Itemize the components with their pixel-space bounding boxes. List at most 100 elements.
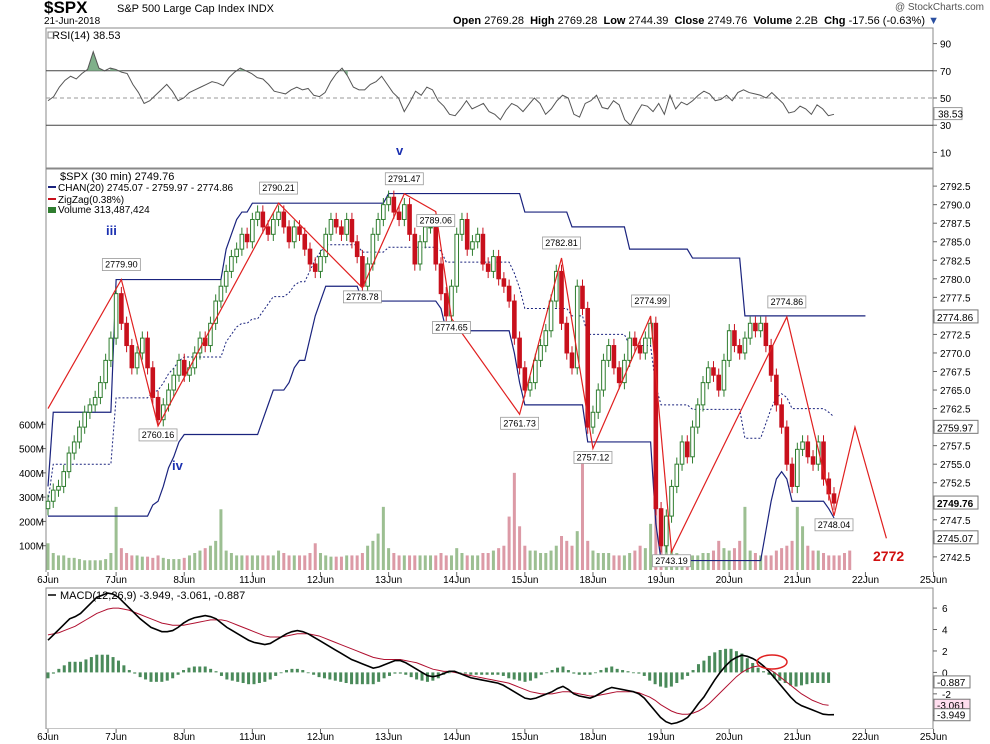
candle bbox=[255, 205, 260, 227]
volume-bar bbox=[649, 523, 653, 570]
candle-body bbox=[726, 330, 732, 361]
volume-bar bbox=[732, 548, 736, 570]
candle-body bbox=[569, 352, 575, 369]
candle bbox=[234, 242, 239, 264]
volume-bar bbox=[717, 540, 721, 570]
price-tag: 2749.76 bbox=[933, 495, 979, 510]
volume-bar bbox=[51, 553, 55, 570]
macd-histogram-bar bbox=[810, 672, 814, 684]
pivot-label: 2779.90 bbox=[101, 258, 141, 271]
high-label: High bbox=[530, 15, 555, 27]
macd-value-tag-text: -3.061 bbox=[937, 701, 966, 712]
macd-histogram-bar bbox=[507, 672, 511, 679]
rsi-line bbox=[47, 50, 835, 127]
macd-histogram-bar bbox=[691, 670, 695, 673]
volume-bar bbox=[360, 553, 364, 570]
volume-bar bbox=[565, 540, 569, 570]
macd-frame bbox=[45, 587, 934, 730]
volume-bar bbox=[130, 555, 134, 570]
volume-bar bbox=[434, 555, 438, 570]
volume-bar bbox=[470, 555, 474, 570]
x-tick-label: 14Jun bbox=[443, 575, 470, 586]
pivot-label-text: 2778.78 bbox=[346, 292, 379, 302]
volume-bar bbox=[67, 557, 71, 570]
candle-body bbox=[658, 508, 664, 547]
volume-bar bbox=[62, 555, 66, 570]
macd-line bbox=[47, 592, 835, 725]
macd-histogram-bar bbox=[355, 672, 359, 685]
candle-body bbox=[795, 448, 800, 487]
macd-histogram-bar bbox=[73, 661, 77, 673]
price-tick-label: 2755.0 bbox=[940, 460, 971, 471]
candle bbox=[354, 235, 360, 264]
chg-arrow-icon[interactable]: ▼ bbox=[928, 15, 939, 27]
macd-tick-label: -2 bbox=[942, 690, 951, 701]
candle bbox=[260, 205, 266, 234]
pivot-label: 2774.99 bbox=[631, 294, 670, 308]
macd-histogram-bar bbox=[816, 672, 820, 684]
volume-bar bbox=[292, 555, 296, 570]
volume-bar bbox=[240, 555, 244, 570]
candle-body bbox=[134, 352, 140, 369]
price-panel: 600M 500M 400M 300M 200M 100M 2779.90 2760.16 2… bbox=[19, 143, 979, 574]
pivot-label-box bbox=[542, 236, 581, 250]
volume-bar bbox=[759, 555, 763, 570]
rsi-legend: RSI(14) 38.53 bbox=[52, 30, 120, 42]
volume-bar bbox=[622, 555, 626, 570]
candle bbox=[669, 479, 674, 523]
macd-histogram-bar bbox=[241, 672, 245, 684]
macd-histogram-bar bbox=[713, 652, 717, 673]
candle bbox=[407, 197, 412, 241]
candle-body bbox=[239, 233, 245, 250]
candle bbox=[155, 390, 161, 427]
macd-histogram-bar bbox=[556, 667, 560, 673]
pivot-label-box bbox=[416, 214, 456, 228]
chart-date: 21-Jun-2018 bbox=[44, 16, 101, 27]
macd-histogram-bar bbox=[783, 672, 787, 684]
volume-bar bbox=[271, 555, 275, 570]
open-value: 2769.28 bbox=[484, 15, 524, 27]
watermark[interactable]: @ StockCharts.com bbox=[894, 2, 984, 13]
price-tick-label: 2787.5 bbox=[940, 219, 971, 230]
candle bbox=[580, 279, 585, 316]
price-tick-label: 2782.5 bbox=[940, 256, 971, 267]
macd-histogram-bar bbox=[393, 672, 397, 674]
volume-bar bbox=[544, 553, 548, 570]
candle bbox=[726, 324, 732, 368]
price-tick-label: 2762.5 bbox=[940, 405, 971, 416]
candle bbox=[417, 235, 423, 271]
candle-body bbox=[674, 463, 680, 487]
candle bbox=[360, 249, 365, 293]
candle bbox=[601, 353, 606, 397]
volume-bar bbox=[423, 555, 427, 570]
macd-histogram-bar bbox=[328, 672, 332, 680]
candle-body bbox=[716, 374, 722, 391]
macd-histogram-bar bbox=[550, 670, 554, 673]
candle-body bbox=[653, 322, 659, 510]
candle bbox=[318, 249, 323, 279]
candle bbox=[732, 324, 737, 353]
candle-body bbox=[155, 396, 161, 421]
price-tag-text: 2774.86 bbox=[937, 313, 974, 324]
x-tick-label: 21Jun bbox=[784, 575, 811, 586]
volume-bar bbox=[806, 545, 810, 570]
volume-bar bbox=[654, 506, 658, 570]
price-tick-label: 2777.5 bbox=[940, 293, 971, 304]
price-tick-label: 2770.0 bbox=[940, 349, 971, 360]
candle-body bbox=[349, 218, 355, 243]
volume-bar bbox=[135, 555, 139, 570]
candle-body bbox=[821, 441, 826, 480]
candle bbox=[291, 220, 297, 249]
candle-body bbox=[810, 456, 816, 465]
volume-bar bbox=[366, 545, 370, 570]
macd-histogram-bar bbox=[577, 672, 581, 675]
candle-body bbox=[50, 489, 56, 502]
candle-body bbox=[590, 411, 596, 428]
candle bbox=[108, 331, 114, 368]
index-name-text: S&P 500 Large Cap Index bbox=[117, 3, 245, 15]
candle bbox=[517, 331, 522, 375]
x-tick-label: 20Jun bbox=[716, 575, 743, 586]
candle bbox=[768, 338, 774, 382]
candle-body bbox=[302, 233, 308, 250]
candle-body bbox=[82, 411, 87, 428]
